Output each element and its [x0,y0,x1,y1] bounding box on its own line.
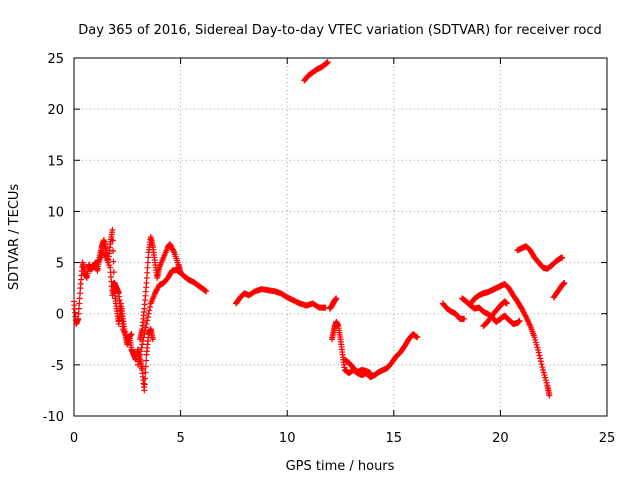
series-s11 [459,295,523,327]
y-tick-label: 0 [56,308,64,323]
series-s3 [137,234,184,343]
data-point [539,364,546,371]
data-point [536,352,543,359]
data-point [134,361,141,368]
x-tick-label: 0 [70,431,78,446]
data-point [142,375,149,382]
data-point [141,387,148,394]
data-point [76,300,83,307]
data-point [143,357,150,364]
data-point [324,59,331,66]
data-point [142,324,149,331]
data-point [128,331,135,338]
x-tick-label: 10 [279,431,296,446]
data-point [127,332,134,339]
y-tick-label: 5 [56,257,64,272]
x-tick-label: 25 [599,431,616,446]
data-point [559,254,566,261]
data-point [561,280,568,287]
series-s9 [341,356,374,377]
y-tick-label: 20 [47,103,64,118]
series-s1 [71,226,156,394]
series-s14 [514,243,566,272]
data-point [414,334,421,341]
data-point [135,358,142,365]
plot-frame [73,57,608,417]
series-s4 [134,266,210,368]
data-point [109,237,116,244]
data-point [461,315,468,322]
data-point [138,344,145,351]
data-point [142,369,149,376]
data-point [77,290,84,297]
series-s5 [233,286,329,311]
data-point [537,355,544,362]
data-point [537,358,544,365]
data-point [136,355,143,362]
data-point [75,315,82,322]
data-point [367,370,374,377]
chart-title: Day 365 of 2016, Sidereal Day-to-day VTE… [78,23,602,38]
data-point [145,254,152,261]
data-point [109,226,116,233]
data-point [147,303,154,310]
data-point [203,288,210,295]
data-point [546,392,553,399]
y-tick-label: -10 [43,410,64,425]
series-s7 [326,295,340,312]
data-point [516,317,523,324]
y-tick-label: -5 [51,359,64,374]
data-point [140,334,147,341]
x-tick-label: 5 [176,431,184,446]
data-point [143,274,150,281]
series-s2 [94,249,135,343]
series-s15 [550,280,568,301]
data-point [141,331,148,338]
x-axis-label: GPS time / hours [286,459,395,474]
data-point [146,307,153,314]
series-s12 [467,281,553,399]
y-axis-label: SDTVAR / TECUs [7,184,22,291]
data-point [141,381,148,388]
data-point [142,327,149,334]
data-point [170,247,177,254]
series-s8 [328,318,421,381]
data-point [137,348,144,355]
x-tick-label: 20 [492,431,509,446]
data-point [142,363,149,370]
data-point [144,314,151,321]
data-point [139,337,146,344]
data-point [75,310,82,317]
data-point [75,305,82,312]
data-point [503,300,510,307]
data-point [139,341,146,348]
ticks: 0 5 10 15 20 25 -10 -5 0 5 10 15 20 25 [43,52,616,446]
y-tick-label: 10 [47,205,64,220]
data-point [76,295,83,302]
data-points [71,59,568,399]
series-s13 [480,298,510,329]
data-point [143,280,150,287]
data-point [144,259,151,266]
data-point [137,351,144,358]
data-point [145,310,152,317]
y-tick-label: 15 [47,154,64,169]
data-point [535,349,542,356]
data-point [149,336,156,343]
y-tick-label: 25 [47,52,64,67]
x-tick-label: 15 [386,431,403,446]
data-point [144,264,151,271]
data-point [538,361,545,368]
data-point [144,317,151,324]
data-point [110,258,117,265]
data-point [333,295,340,302]
grid [74,58,607,416]
series-s10 [439,300,468,322]
data-point [143,320,150,327]
data-point [144,269,151,276]
series-s6 [301,59,331,84]
data-point [110,247,117,254]
